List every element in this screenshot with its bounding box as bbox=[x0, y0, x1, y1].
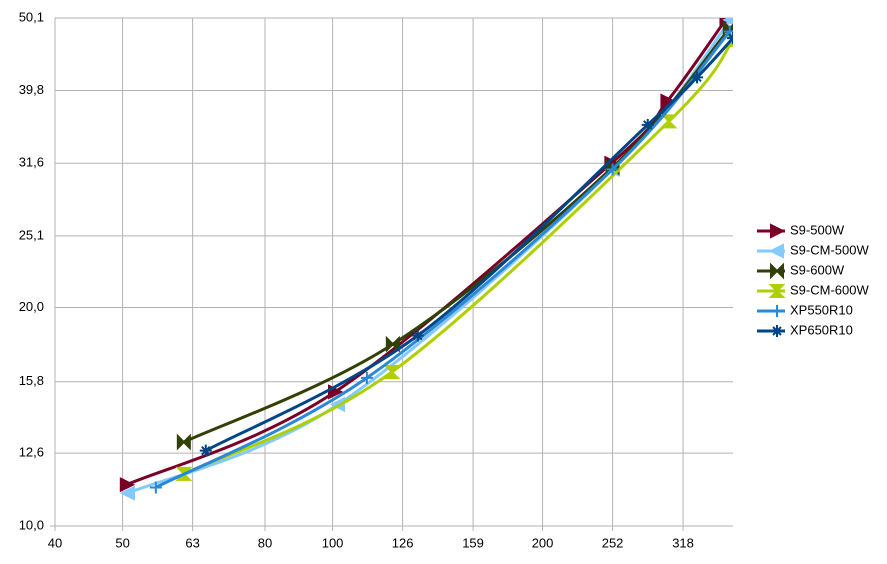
marker bbox=[119, 485, 136, 501]
legend-marker bbox=[768, 284, 786, 298]
marker bbox=[411, 329, 424, 342]
marker bbox=[660, 114, 678, 129]
legend-marker bbox=[770, 262, 784, 280]
x-tick-label: 200 bbox=[532, 535, 554, 550]
y-tick-label: 15,8 bbox=[19, 373, 44, 388]
legend-marker bbox=[771, 305, 783, 317]
marker bbox=[691, 71, 704, 84]
legend-marker bbox=[770, 223, 786, 239]
y-tick-label: 20,0 bbox=[19, 299, 44, 314]
marker bbox=[119, 477, 136, 493]
y-tick-label: 12,6 bbox=[19, 445, 44, 460]
marker bbox=[199, 444, 212, 457]
marker bbox=[176, 433, 191, 451]
x-tick-label: 100 bbox=[322, 535, 344, 550]
legend-label: S9-CM-600W bbox=[790, 282, 869, 297]
series-line bbox=[205, 37, 733, 452]
x-tick-label: 318 bbox=[672, 535, 694, 550]
marker bbox=[385, 335, 400, 353]
x-tick-label: 40 bbox=[48, 535, 62, 550]
marker bbox=[149, 481, 162, 494]
marker bbox=[606, 163, 619, 176]
legend-marker bbox=[771, 325, 783, 337]
y-tick-label: 25,1 bbox=[19, 227, 44, 242]
series-line bbox=[126, 18, 728, 487]
marker bbox=[641, 118, 654, 131]
legend-label: S9-600W bbox=[790, 262, 845, 277]
x-tick-label: 252 bbox=[602, 535, 624, 550]
x-tick-label: 80 bbox=[258, 535, 272, 550]
marker bbox=[722, 18, 733, 26]
legend-label: S9-CM-500W bbox=[790, 242, 869, 257]
marker bbox=[660, 93, 676, 109]
legend-label: S9-500W bbox=[790, 222, 845, 237]
y-tick-label: 39,8 bbox=[19, 82, 44, 97]
legend-label: XP650R10 bbox=[790, 322, 853, 337]
legend-label: XP550R10 bbox=[790, 302, 853, 317]
x-tick-label: 50 bbox=[115, 535, 129, 550]
x-tick-label: 63 bbox=[185, 535, 199, 550]
y-tick-label: 50,1 bbox=[19, 9, 44, 24]
x-tick-label: 126 bbox=[392, 535, 414, 550]
series-line bbox=[183, 39, 733, 476]
legend-marker bbox=[768, 243, 784, 259]
y-tick-label: 31,6 bbox=[19, 155, 44, 170]
x-tick-label: 159 bbox=[462, 535, 484, 550]
y-tick-label: 10,0 bbox=[19, 517, 44, 532]
plot-area bbox=[119, 18, 733, 501]
marker bbox=[360, 371, 373, 384]
marker bbox=[383, 364, 401, 379]
